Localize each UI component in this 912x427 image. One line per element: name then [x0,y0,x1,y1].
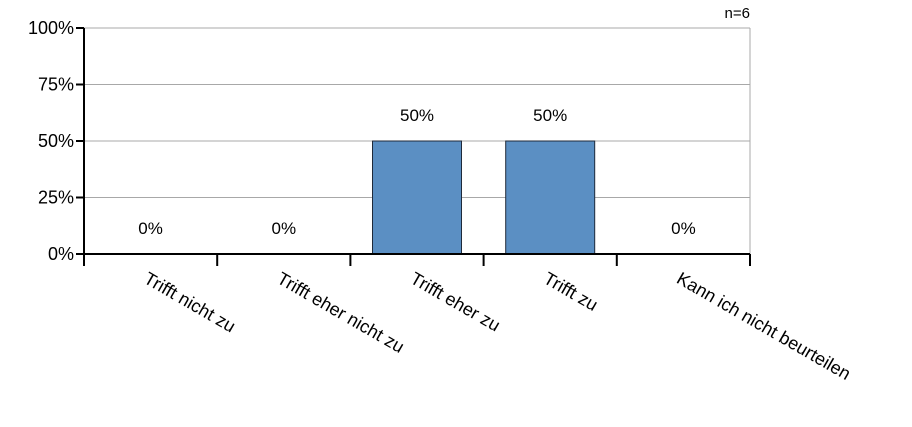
data-label: 50% [400,106,434,125]
data-label: 0% [671,219,696,238]
bars [372,140,596,255]
x-category-label: Trifft nicht zu [141,268,239,336]
data-label: 0% [272,219,297,238]
axes [76,27,751,266]
bar [372,140,462,255]
data-label: 0% [138,219,163,238]
y-tick-label: 75% [38,75,74,95]
y-tick-label: 100% [28,18,74,38]
y-tick-label: 50% [38,131,74,151]
y-tick-label: 0% [48,244,74,264]
y-tick-label: 25% [38,188,74,208]
sample-size-annotation: n=6 [725,5,750,22]
bar [505,140,596,255]
x-category-label: Trifft eher nicht zu [274,268,408,357]
x-category-label: Kann ich nicht beurteilen [673,268,854,384]
data-label: 50% [533,106,567,125]
x-category-label: Trifft zu [540,268,601,315]
x-category-label: Trifft eher zu [407,268,504,335]
